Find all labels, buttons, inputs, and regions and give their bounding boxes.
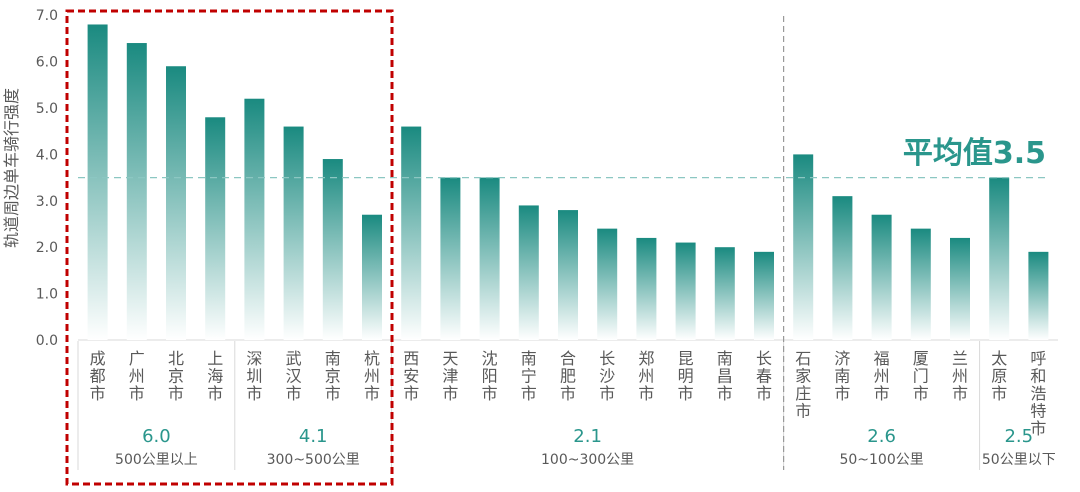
x-tick-label: 长春市 bbox=[756, 349, 772, 403]
x-tick-label: 武汉市 bbox=[286, 349, 302, 403]
y-tick-label: 0.0 bbox=[36, 333, 58, 349]
bar bbox=[754, 251, 774, 340]
axes-layer: 0.0 1.0 2.0 3.0 4.0 5.0 6.0 7.0 bbox=[36, 8, 1058, 349]
x-tick-label: 深圳市 bbox=[246, 349, 262, 403]
bars-layer bbox=[87, 24, 1049, 341]
bar bbox=[675, 242, 696, 340]
x-tick-label: 兰州市 bbox=[952, 349, 968, 403]
bar bbox=[479, 177, 500, 340]
bar bbox=[558, 210, 578, 340]
bar bbox=[714, 247, 735, 340]
bar bbox=[244, 98, 265, 340]
bar bbox=[1028, 251, 1049, 340]
x-tick-label: 昆明市 bbox=[678, 349, 694, 403]
bar bbox=[205, 117, 226, 340]
x-tick-label: 济南市 bbox=[834, 349, 850, 403]
x-tick-label: 福州市 bbox=[874, 349, 890, 403]
x-tick-label: 成都市 bbox=[90, 349, 106, 403]
group-range-label: 300~500公里 bbox=[267, 452, 360, 468]
group-average: 2.5 bbox=[1004, 426, 1033, 447]
x-tick-label: 沈阳市 bbox=[482, 349, 498, 403]
bar bbox=[322, 159, 343, 340]
group-range-label: 50公里以下 bbox=[982, 452, 1056, 468]
x-tick-label: 天津市 bbox=[442, 349, 458, 403]
bar bbox=[518, 205, 539, 340]
y-tick-label: 7.0 bbox=[36, 8, 58, 24]
bar bbox=[597, 228, 618, 340]
x-tick-label: 上海市 bbox=[207, 349, 223, 403]
x-tick-label: 广州市 bbox=[129, 349, 145, 403]
bar bbox=[440, 177, 461, 340]
bar bbox=[362, 214, 382, 340]
x-tick-label: 南京市 bbox=[325, 349, 341, 403]
x-tick-label: 厦门市 bbox=[913, 349, 929, 403]
x-tick-label: 合肥市 bbox=[560, 349, 576, 403]
bar bbox=[793, 154, 814, 340]
group-range-label: 100~300公里 bbox=[541, 452, 634, 468]
y-tick-label: 5.0 bbox=[36, 101, 58, 117]
x-labels-layer: 成都市 广州市 北京市 上海市 深圳市 武汉市 南京市 杭州市 西安市 天津市 沈阳市 南宁市 合肥市 长… bbox=[90, 349, 1047, 438]
bar bbox=[166, 66, 186, 341]
group-average: 2.6 bbox=[867, 426, 896, 447]
bar bbox=[636, 237, 657, 340]
bar bbox=[950, 237, 970, 340]
y-tick-label: 2.0 bbox=[36, 240, 58, 256]
x-tick-label: 长沙市 bbox=[599, 349, 615, 403]
group-average: 2.1 bbox=[573, 426, 602, 447]
bar bbox=[832, 196, 853, 340]
y-tick-label: 1.0 bbox=[36, 287, 58, 303]
bar bbox=[87, 24, 108, 340]
x-tick-label: 郑州市 bbox=[638, 349, 654, 403]
average-label: 平均值3.5 bbox=[903, 136, 1046, 171]
bar bbox=[910, 228, 931, 340]
bar bbox=[401, 126, 422, 340]
group-average: 6.0 bbox=[142, 426, 171, 447]
y-tick-label: 3.0 bbox=[36, 194, 58, 210]
x-tick-label: 太原市 bbox=[991, 349, 1007, 403]
y-tick-label: 4.0 bbox=[36, 147, 58, 163]
x-tick-label: 南昌市 bbox=[717, 349, 733, 403]
x-tick-label: 南宁市 bbox=[521, 349, 537, 403]
group-range-label: 50~100公里 bbox=[839, 452, 923, 468]
bar bbox=[871, 214, 892, 340]
x-tick-label: 西安市 bbox=[403, 349, 419, 403]
group-labels-layer: 6.0 500公里以上 4.1 300~500公里 2.1 100~300公里 2.6 50~… bbox=[77, 16, 1056, 470]
x-tick-label: 杭州市 bbox=[364, 349, 380, 403]
bar bbox=[283, 126, 304, 340]
group-range-label: 500公里以上 bbox=[115, 452, 198, 468]
x-tick-label: 石家庄市 bbox=[795, 349, 811, 421]
y-tick-label: 6.0 bbox=[36, 55, 58, 71]
group-average: 4.1 bbox=[299, 426, 328, 447]
highlight-box bbox=[65, 9, 394, 486]
bar bbox=[126, 43, 147, 340]
average-line-layer: 平均值3.5 bbox=[78, 136, 1048, 179]
bar bbox=[989, 177, 1010, 340]
x-tick-label: 北京市 bbox=[168, 349, 184, 403]
highlight-layer bbox=[65, 9, 394, 486]
x-tick-label: 呼和浩特市 bbox=[1030, 349, 1046, 438]
